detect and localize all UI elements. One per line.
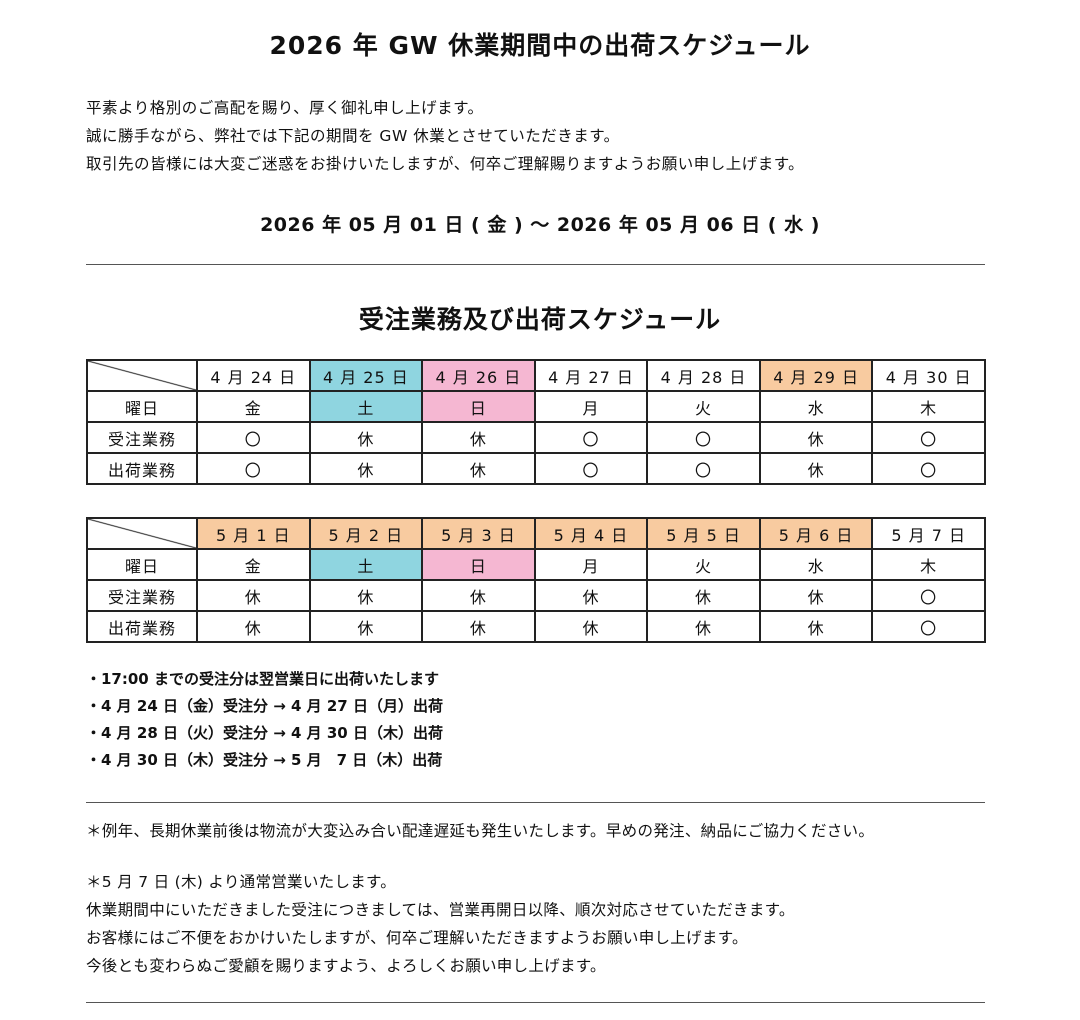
order-row: 受注業務〇休休〇〇休〇 xyxy=(86,421,986,454)
ship-cell: 休 xyxy=(196,610,311,643)
dow-cell: 水 xyxy=(758,390,874,423)
date-cell: 4 月 29 日 xyxy=(758,359,874,392)
dow-cell: 木 xyxy=(871,390,986,423)
date-cell: 5 月 7 日 xyxy=(871,517,986,550)
date-cell: 5 月 2 日 xyxy=(308,517,424,550)
note-item: ・4 月 28 日（火）受注分 → 4 月 30 日（木）出荷 xyxy=(86,724,443,742)
divider xyxy=(86,264,985,265)
order-cell: 休 xyxy=(533,579,649,612)
intro-line: 取引先の皆様には大変ご迷惑をお掛けいたしますが、何卒ご理解賜りますようお願い申し… xyxy=(86,155,805,173)
intro-line: 誠に勝手ながら、弊社では下記の期間を GW 休業とさせていただきます。 xyxy=(86,127,620,145)
dow-cell: 火 xyxy=(646,548,761,581)
order-cell: 休 xyxy=(758,421,874,454)
closing-line: ＊5 月 7 日 (木) より通常営業いたします。 xyxy=(86,873,397,891)
ship-cell: 休 xyxy=(646,610,761,643)
ship-cell: 〇 xyxy=(646,452,761,485)
ship-cell: 〇 xyxy=(196,452,311,485)
corner-cell xyxy=(86,517,198,550)
note-item: ・4 月 30 日（木）受注分 → 5 月 7 日（木）出荷 xyxy=(86,751,443,769)
closure-period: 2026 年 05 月 01 日 ( 金 ) 〜 2026 年 05 月 06 … xyxy=(260,214,820,236)
order-cell: 〇 xyxy=(871,579,986,612)
date-cell: 4 月 25 日 xyxy=(308,359,424,392)
row-label: 受注業務 xyxy=(86,421,198,454)
closing-line: お客様にはご不便をおかけいたしますが、何卒ご理解いただきますようお願い申し上げま… xyxy=(86,929,748,947)
shipping-row: 出荷業務〇休休〇〇休〇 xyxy=(86,452,986,485)
caution-text: ＊例年、長期休業前後は物流が大変込み合い配達遅延も発生いたします。早めの発注、納… xyxy=(86,822,875,840)
order-cell: 〇 xyxy=(533,421,649,454)
row-label: 曜日 xyxy=(86,548,198,581)
date-cell: 4 月 28 日 xyxy=(646,359,761,392)
order-cell: 〇 xyxy=(646,421,761,454)
order-cell: 休 xyxy=(646,579,761,612)
dow-cell: 月 xyxy=(533,548,649,581)
dow-cell: 土 xyxy=(308,390,424,423)
date-cell: 5 月 4 日 xyxy=(533,517,649,550)
date-cell: 5 月 5 日 xyxy=(646,517,761,550)
shipping-notes: ・17:00 までの受注分は翌営業日に出荷いたします ・4 月 24 日（金）受… xyxy=(86,666,443,774)
dow-cell: 日 xyxy=(421,548,536,581)
date-cell: 5 月 3 日 xyxy=(421,517,536,550)
weekday-row: 曜日金土日月火水木 xyxy=(86,548,986,581)
closing-line: 休業期間中にいただきました受注につきましては、営業再開日以降、順次対応させていた… xyxy=(86,901,795,919)
order-cell: 休 xyxy=(421,579,536,612)
order-cell: 〇 xyxy=(871,421,986,454)
date-cell: 4 月 24 日 xyxy=(196,359,311,392)
intro-text: 平素より格別のご高配を賜り、厚く御礼申し上げます。 誠に勝手ながら、弊社では下記… xyxy=(86,94,804,178)
date-cell: 4 月 27 日 xyxy=(533,359,649,392)
row-label: 曜日 xyxy=(86,390,198,423)
ship-cell: 休 xyxy=(421,452,536,485)
ship-cell: 〇 xyxy=(871,452,986,485)
row-label: 出荷業務 xyxy=(86,610,198,643)
dow-cell: 火 xyxy=(646,390,761,423)
divider xyxy=(86,1002,985,1003)
ship-cell: 〇 xyxy=(533,452,649,485)
note-item: ・4 月 24 日（金）受注分 → 4 月 27 日（月）出荷 xyxy=(86,697,443,715)
row-label: 出荷業務 xyxy=(86,452,198,485)
dow-cell: 土 xyxy=(308,548,424,581)
date-cell: 4 月 26 日 xyxy=(421,359,536,392)
order-cell: 休 xyxy=(758,579,874,612)
order-cell: 休 xyxy=(421,421,536,454)
ship-cell: 休 xyxy=(308,452,424,485)
order-cell: 休 xyxy=(308,579,424,612)
dow-cell: 金 xyxy=(196,548,311,581)
weekday-row: 曜日金土日月火水木 xyxy=(86,390,986,423)
date-cell: 5 月 1 日 xyxy=(196,517,311,550)
dow-cell: 日 xyxy=(421,390,536,423)
ship-cell: 休 xyxy=(308,610,424,643)
closing-line: 今後とも変わらぬご愛顧を賜りますよう、よろしくお願い申し上げます。 xyxy=(86,957,606,975)
dow-cell: 月 xyxy=(533,390,649,423)
shipping-row: 出荷業務休休休休休休〇 xyxy=(86,610,986,643)
row-label: 受注業務 xyxy=(86,579,198,612)
divider xyxy=(86,802,985,803)
date-cell: 4 月 30 日 xyxy=(871,359,986,392)
closing-text: ＊5 月 7 日 (木) より通常営業いたします。 休業期間中にいただきました受… xyxy=(86,868,795,980)
note-item: ・17:00 までの受注分は翌営業日に出荷いたします xyxy=(86,670,439,688)
corner-cell xyxy=(86,359,198,392)
dow-cell: 木 xyxy=(871,548,986,581)
order-cell: 休 xyxy=(308,421,424,454)
intro-line: 平素より格別のご高配を賜り、厚く御礼申し上げます。 xyxy=(86,99,484,117)
schedule-title: 受注業務及び出荷スケジュール xyxy=(358,305,722,334)
ship-cell: 休 xyxy=(533,610,649,643)
order-cell: 休 xyxy=(196,579,311,612)
dow-cell: 水 xyxy=(758,548,874,581)
order-row: 受注業務休休休休休休〇 xyxy=(86,579,986,612)
date-cell: 5 月 6 日 xyxy=(758,517,874,550)
ship-cell: 〇 xyxy=(871,610,986,643)
dow-cell: 金 xyxy=(196,390,311,423)
order-cell: 〇 xyxy=(196,421,311,454)
ship-cell: 休 xyxy=(758,610,874,643)
ship-cell: 休 xyxy=(758,452,874,485)
page-title: 2026 年 GW 休業期間中の出荷スケジュール xyxy=(269,31,811,60)
ship-cell: 休 xyxy=(421,610,536,643)
